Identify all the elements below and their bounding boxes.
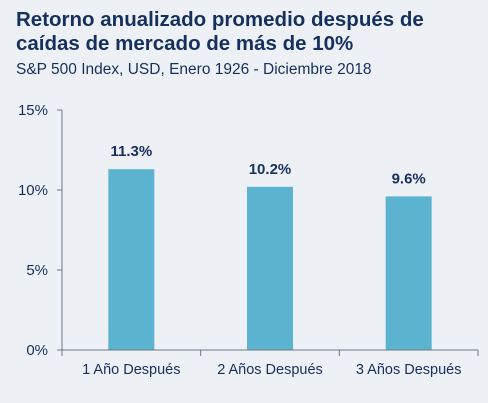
data-label: 9.6%: [392, 170, 426, 187]
x-tick-label: 1 Año Después: [82, 362, 180, 378]
bar: [385, 196, 432, 350]
bars: [108, 169, 432, 350]
y-axis: 0% 5% 10% 15%: [18, 102, 63, 359]
chart-subtitle: S&P 500 Index, USD, Enero 1926 - Diciemb…: [16, 61, 372, 78]
y-tick-label: 0%: [26, 342, 48, 359]
data-labels: 11.3% 10.2% 9.6%: [110, 143, 425, 187]
bar: [247, 186, 293, 350]
x-axis: 1 Año Después 2 Años Después 3 Años Despué…: [61, 349, 479, 378]
x-tick-label: 3 Años Después: [356, 362, 462, 378]
y-tick-label: 5%: [26, 262, 48, 279]
bar: [108, 169, 155, 350]
chart-title: Retorno anualizado promedio después de c…: [16, 8, 424, 55]
x-tick-label: 2 Años Después: [217, 362, 323, 378]
data-label: 10.2%: [249, 161, 292, 178]
y-tick-label: 10%: [18, 182, 48, 199]
y-tick-label: 15%: [18, 102, 48, 119]
data-label: 11.3%: [110, 143, 152, 160]
